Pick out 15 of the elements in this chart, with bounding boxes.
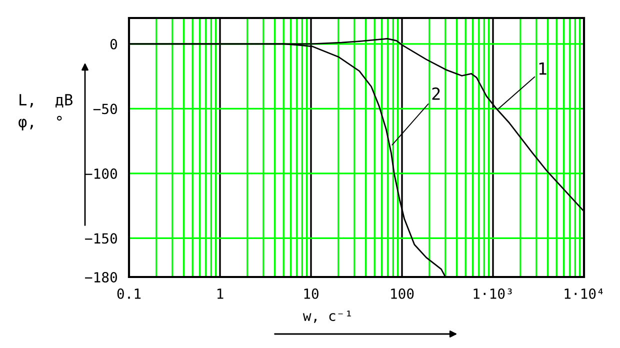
x-tick-label: 1·10⁴: [564, 288, 603, 299]
x-tick-label: 10: [304, 288, 318, 299]
y-tick-label: −50: [93, 104, 117, 114]
x-tick-label: 100: [391, 288, 414, 299]
x-axis-title: w, c⁻¹: [302, 310, 351, 323]
annotation: 1: [539, 62, 546, 75]
x-tick-label: 0.1: [117, 288, 141, 299]
y-tick-label: −180: [85, 272, 117, 283]
y-tick-label: −100: [85, 168, 117, 179]
annotation: 2: [432, 87, 440, 100]
y-tick-label: −150: [85, 233, 117, 244]
x-tick-label: 1: [217, 288, 224, 299]
x-tick-label: 1·10³: [474, 288, 512, 299]
y-axis-title: L, дВ φ, °: [18, 94, 72, 130]
y-tick-label: 0: [110, 38, 117, 50]
